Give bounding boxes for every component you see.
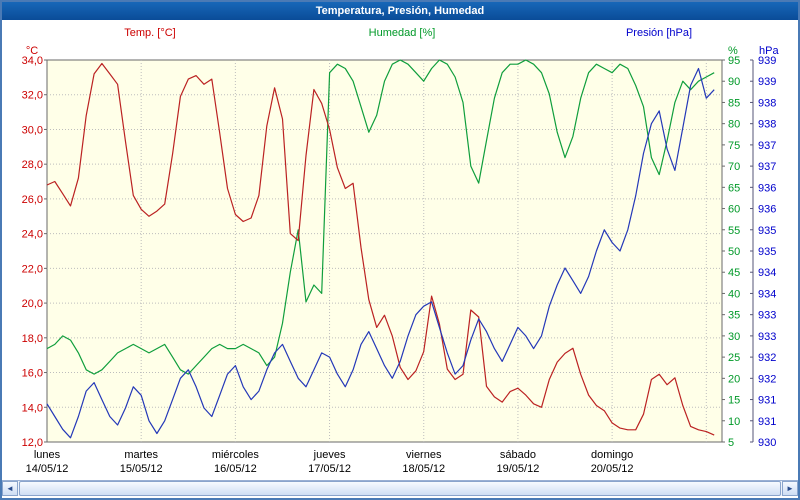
scrollbar-thumb[interactable] xyxy=(19,481,781,496)
x-axis-day-date: 18/05/12 xyxy=(402,463,445,475)
temp-axis-unit: °C xyxy=(26,45,38,57)
pressure-tick-label: 934 xyxy=(758,288,776,300)
humidity-tick-label: 20 xyxy=(728,373,740,385)
series-line-humidity xyxy=(46,59,715,375)
humidity-tick-label: 80 xyxy=(728,119,740,131)
pressure-tick-label: 933 xyxy=(758,331,776,343)
series-line-temp xyxy=(46,62,715,436)
pressure-tick-label: 931 xyxy=(758,416,776,428)
pressure-axis-unit: hPa xyxy=(759,45,779,57)
humidity-tick-label: 85 xyxy=(728,97,740,109)
pressure-tick-label: 939 xyxy=(758,76,776,88)
x-axis-day-name: viernes xyxy=(406,449,442,461)
pressure-tick-label: 937 xyxy=(758,140,776,152)
pressure-tick-label: 930 xyxy=(758,437,776,449)
pressure-tick-label: 934 xyxy=(758,267,776,279)
temp-tick-label: 16,0 xyxy=(22,368,43,380)
temp-tick-label: 28,0 xyxy=(22,159,43,171)
pressure-tick-label: 939 xyxy=(758,55,776,67)
temp-tick-label: 22,0 xyxy=(22,263,43,275)
axis-layer: 34,0 32,0 30,0 28,0 26,0 24,0 22,0 20,0 18,0 16,0… xyxy=(22,55,777,449)
x-axis-labels-layer: lunes 14/05/12 martes 15/05/12 miércoles 16/0… xyxy=(26,449,634,475)
humidity-tick-label: 5 xyxy=(728,437,734,449)
series-layer xyxy=(46,59,715,439)
pressure-tick-label: 937 xyxy=(758,161,776,173)
temp-tick-label: 12,0 xyxy=(22,437,43,449)
x-axis-day-date: 20/05/12 xyxy=(591,463,634,475)
temp-tick-label: 34,0 xyxy=(22,55,43,67)
humidity-tick-label: 60 xyxy=(728,204,740,216)
pressure-tick-label: 936 xyxy=(758,204,776,216)
legend-humidity: Humedad [%] xyxy=(369,27,436,39)
humidity-tick-label: 65 xyxy=(728,182,740,194)
x-axis-day-name: lunes xyxy=(34,449,61,461)
plot-area xyxy=(46,59,723,443)
pressure-tick-label: 932 xyxy=(758,352,776,364)
humidity-tick-label: 35 xyxy=(728,310,740,322)
title-bar: Temperatura, Presión, Humedad xyxy=(2,2,798,20)
scroll-right-button[interactable]: ► xyxy=(782,481,798,496)
x-axis-day-name: martes xyxy=(124,449,158,461)
x-axis-day-name: sábado xyxy=(500,449,536,461)
humidity-tick-label: 15 xyxy=(728,395,740,407)
series-line-pressure xyxy=(46,67,715,439)
grid-layer xyxy=(47,60,722,442)
legend-pressure: Presión [hPa] xyxy=(626,27,692,39)
humidity-tick-label: 75 xyxy=(728,140,740,152)
humidity-tick-label: 40 xyxy=(728,288,740,300)
scrollbar-track[interactable] xyxy=(18,481,782,496)
temp-tick-label: 18,0 xyxy=(22,333,43,345)
humidity-tick-label: 55 xyxy=(728,225,740,237)
temp-tick-label: 26,0 xyxy=(22,194,43,206)
x-axis-day-name: miércoles xyxy=(212,449,260,461)
pressure-tick-label: 936 xyxy=(758,182,776,194)
chart-svg: Temp. [°C] Humedad [%] Presión [hPa] °C … xyxy=(22,27,780,475)
humidity-tick-label: 10 xyxy=(728,416,740,428)
window-title: Temperatura, Presión, Humedad xyxy=(315,5,485,17)
scroll-left-button[interactable]: ◄ xyxy=(2,481,18,496)
humidity-tick-label: 45 xyxy=(728,267,740,279)
humidity-tick-label: 30 xyxy=(728,331,740,343)
temp-tick-label: 32,0 xyxy=(22,90,43,102)
humidity-tick-label: 95 xyxy=(728,55,740,67)
humidity-axis-unit: % xyxy=(728,45,738,57)
x-axis-day-date: 16/05/12 xyxy=(214,463,257,475)
pressure-tick-label: 938 xyxy=(758,119,776,131)
humidity-tick-label: 70 xyxy=(728,161,740,173)
pressure-tick-label: 932 xyxy=(758,373,776,385)
pressure-tick-label: 938 xyxy=(758,97,776,109)
x-axis-day-date: 14/05/12 xyxy=(26,463,69,475)
temp-tick-label: 30,0 xyxy=(22,124,43,136)
horizontal-scrollbar[interactable]: ◄ ► xyxy=(2,480,798,496)
pressure-tick-label: 933 xyxy=(758,310,776,322)
legend-temp: Temp. [°C] xyxy=(124,27,175,39)
temp-tick-label: 20,0 xyxy=(22,298,43,310)
temp-tick-label: 14,0 xyxy=(22,402,43,414)
x-axis-day-date: 19/05/12 xyxy=(497,463,540,475)
pressure-tick-label: 935 xyxy=(758,225,776,237)
humidity-tick-label: 25 xyxy=(728,352,740,364)
x-axis-day-date: 17/05/12 xyxy=(308,463,351,475)
temp-tick-label: 24,0 xyxy=(22,229,43,241)
pressure-tick-label: 935 xyxy=(758,246,776,258)
humidity-tick-label: 50 xyxy=(728,246,740,258)
humidity-tick-label: 90 xyxy=(728,76,740,88)
x-axis-day-name: jueves xyxy=(313,449,346,461)
x-axis-day-name: domingo xyxy=(591,449,633,461)
x-axis-day-date: 15/05/12 xyxy=(120,463,163,475)
pressure-tick-label: 931 xyxy=(758,395,776,407)
plot-background-layer xyxy=(46,59,723,443)
